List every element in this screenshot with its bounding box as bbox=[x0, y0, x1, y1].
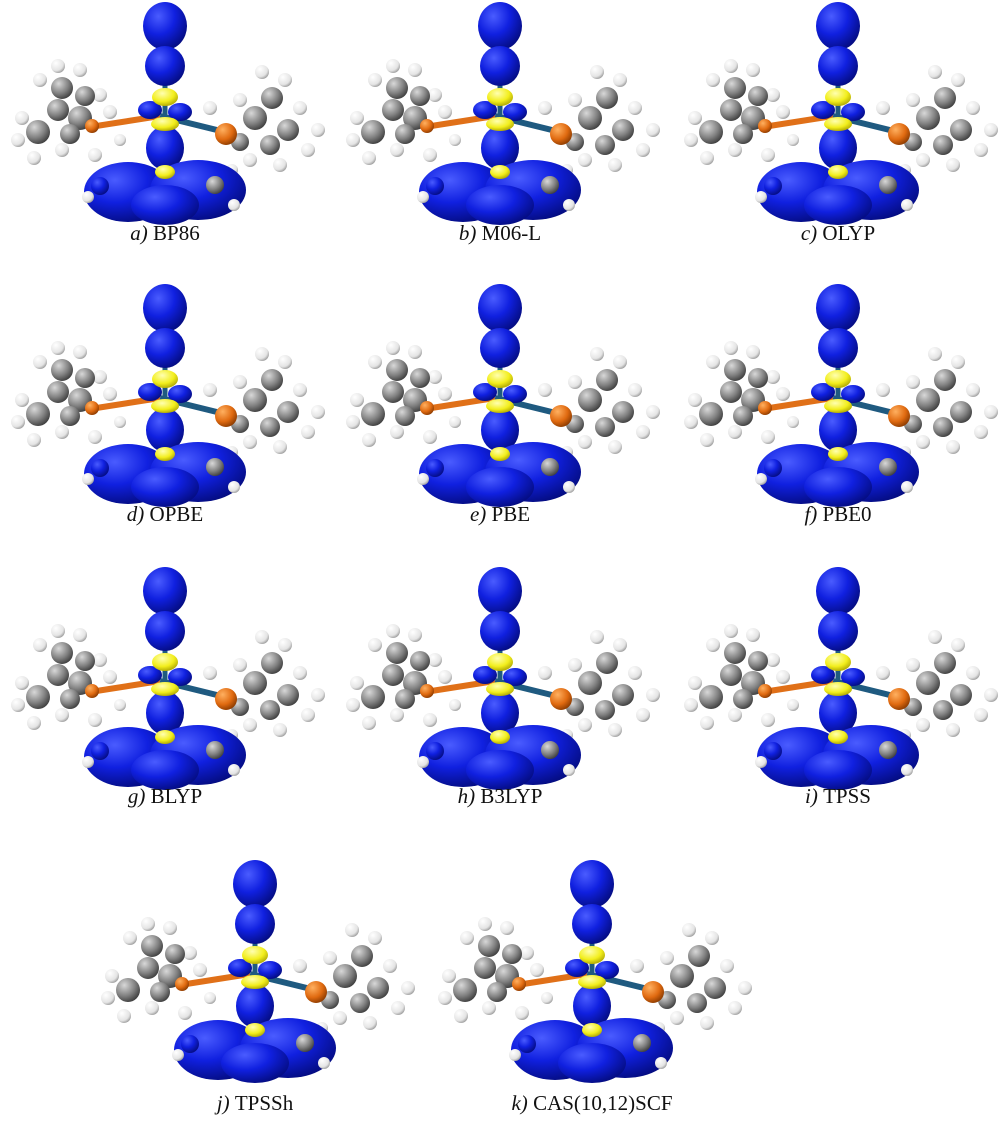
caption: d) OPBE bbox=[127, 502, 203, 526]
caption-name: PBE0 bbox=[823, 502, 872, 526]
caption-name: OLYP bbox=[822, 221, 875, 245]
panel: h) B3LYP bbox=[346, 567, 660, 808]
caption-name: OPBE bbox=[150, 502, 204, 526]
panel: b) M06-L bbox=[346, 2, 660, 245]
molecule-image bbox=[684, 567, 998, 790]
caption: k) CAS(10,12)SCF bbox=[511, 1091, 672, 1115]
caption-label: b) bbox=[459, 221, 477, 245]
caption: b) M06-L bbox=[459, 221, 541, 245]
caption: i) TPSS bbox=[805, 784, 871, 808]
caption: c) OLYP bbox=[801, 221, 875, 245]
caption-name: BLYP bbox=[151, 784, 203, 808]
caption-name: CAS(10,12)SCF bbox=[533, 1091, 672, 1115]
caption-name: BP86 bbox=[153, 221, 200, 245]
caption: g) BLYP bbox=[128, 784, 202, 808]
caption-label: h) bbox=[458, 784, 476, 808]
molecule-image bbox=[11, 284, 325, 507]
caption: a) BP86 bbox=[130, 221, 199, 245]
caption-label: c) bbox=[801, 221, 817, 245]
caption: e) PBE bbox=[470, 502, 530, 526]
panels: a) BP86 b) M06-L c) OLYP d) OPBE e) PBE f) PB… bbox=[11, 2, 998, 1115]
caption: f) PBE0 bbox=[804, 502, 871, 526]
panel: c) OLYP bbox=[684, 2, 998, 245]
molecule-image bbox=[346, 2, 660, 225]
molecule-image bbox=[11, 567, 325, 790]
caption-label: g) bbox=[128, 784, 146, 808]
panel: f) PBE0 bbox=[684, 284, 998, 526]
caption-name: TPSSh bbox=[235, 1091, 294, 1115]
panel: g) BLYP bbox=[11, 567, 325, 808]
molecule-image bbox=[346, 284, 660, 507]
panel: a) BP86 bbox=[11, 2, 325, 245]
caption: j) TPSSh bbox=[214, 1091, 294, 1115]
molecule-image bbox=[684, 2, 998, 225]
caption-label: j) bbox=[214, 1091, 230, 1115]
caption-label: k) bbox=[511, 1091, 527, 1115]
caption-label: f) bbox=[804, 502, 817, 526]
caption: h) B3LYP bbox=[458, 784, 543, 808]
molecule-image bbox=[684, 284, 998, 507]
molecule-image bbox=[346, 567, 660, 790]
caption-label: i) bbox=[805, 784, 818, 808]
panel: i) TPSS bbox=[684, 567, 998, 808]
panel: d) OPBE bbox=[11, 284, 325, 526]
caption-label: d) bbox=[127, 502, 145, 526]
caption-name: TPSS bbox=[823, 784, 871, 808]
figure: a) BP86 b) M06-L c) OLYP d) OPBE e) PBE f) PB… bbox=[0, 0, 1005, 1134]
panel: e) PBE bbox=[346, 284, 660, 526]
molecule-image bbox=[101, 860, 415, 1083]
caption-label: a) bbox=[130, 221, 148, 245]
molecule-image bbox=[11, 2, 325, 225]
caption-name: PBE bbox=[492, 502, 531, 526]
panel: j) TPSSh bbox=[101, 860, 415, 1115]
caption-label: e) bbox=[470, 502, 486, 526]
molecule-image bbox=[438, 860, 752, 1083]
caption-name: M06-L bbox=[482, 221, 542, 245]
caption-name: B3LYP bbox=[480, 784, 542, 808]
panel: k) CAS(10,12)SCF bbox=[438, 860, 752, 1115]
